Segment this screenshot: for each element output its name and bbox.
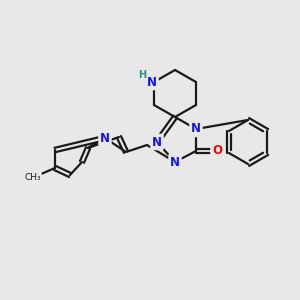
- Text: CH₃: CH₃: [25, 172, 41, 182]
- Text: N: N: [191, 122, 201, 136]
- Text: O: O: [212, 145, 222, 158]
- Text: N: N: [152, 136, 162, 148]
- Text: N: N: [100, 131, 110, 145]
- Text: N: N: [147, 76, 157, 88]
- Text: N: N: [170, 155, 180, 169]
- Text: H: H: [138, 70, 146, 80]
